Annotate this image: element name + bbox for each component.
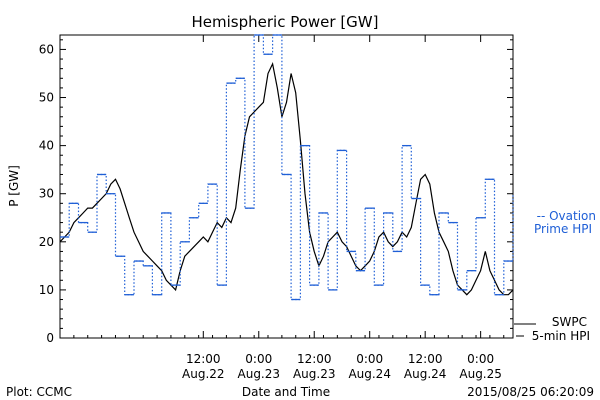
plot-timestamp: 2015/08/25 06:20:09: [467, 385, 594, 399]
x-tick-label-time: 12:00: [408, 352, 443, 366]
x-tick-label-time: 12:00: [297, 352, 332, 366]
legend-swpc-line1: SWPC: [552, 315, 587, 329]
series-ovation-prime-hpi: [60, 34, 514, 301]
series-layer: [59, 34, 514, 301]
x-tick-label-date: Aug.23: [238, 367, 281, 381]
x-tick-label-date: Aug.23: [293, 367, 336, 381]
plot-frame: [59, 34, 514, 339]
x-tick-label-time: 0:00: [467, 352, 494, 366]
y-tick-label: 40: [39, 139, 54, 153]
legend: -- Ovation Prime HPI SWPC 5-min HPI: [514, 209, 596, 343]
plot-border: [59, 34, 514, 339]
x-tick-label-time: 0:00: [356, 352, 383, 366]
series-swpc-5min-hpi: [59, 62, 514, 296]
x-tick-label-time: 0:00: [245, 352, 272, 366]
y-tick-label: 30: [39, 187, 54, 201]
x-tick-label-date: Aug.25: [459, 367, 502, 381]
y-axis-ticks: 0 10 20 30 40 50 60: [39, 39, 513, 345]
y-tick-label: 60: [39, 42, 54, 56]
y-tick-label: 10: [39, 283, 54, 297]
x-axis-label: Date and Time: [242, 385, 330, 399]
y-tick-label: 0: [46, 331, 54, 345]
x-tick-label-time: 12:00: [186, 352, 221, 366]
y-tick-label: 50: [39, 91, 54, 105]
chart-title: Hemispheric Power [GW]: [192, 13, 379, 31]
y-axis-label-group: P [GW]: [7, 165, 21, 207]
x-tick-label-date: Aug.24: [348, 367, 391, 381]
legend-swpc-line2: 5-min HPI: [532, 329, 590, 343]
y-axis-label: P [GW]: [7, 165, 21, 207]
plot-credit: Plot: CCMC: [6, 385, 72, 399]
legend-ovation-line2: Prime HPI: [534, 222, 592, 236]
x-tick-label-date: Aug.24: [404, 367, 447, 381]
legend-ovation-line1: -- Ovation: [537, 209, 596, 223]
x-axis-ticks: 12:00Aug.220:00Aug.2312:00Aug.230:00Aug.…: [59, 35, 505, 381]
x-tick-label-date: Aug.22: [182, 367, 225, 381]
y-tick-label: 20: [39, 235, 54, 249]
